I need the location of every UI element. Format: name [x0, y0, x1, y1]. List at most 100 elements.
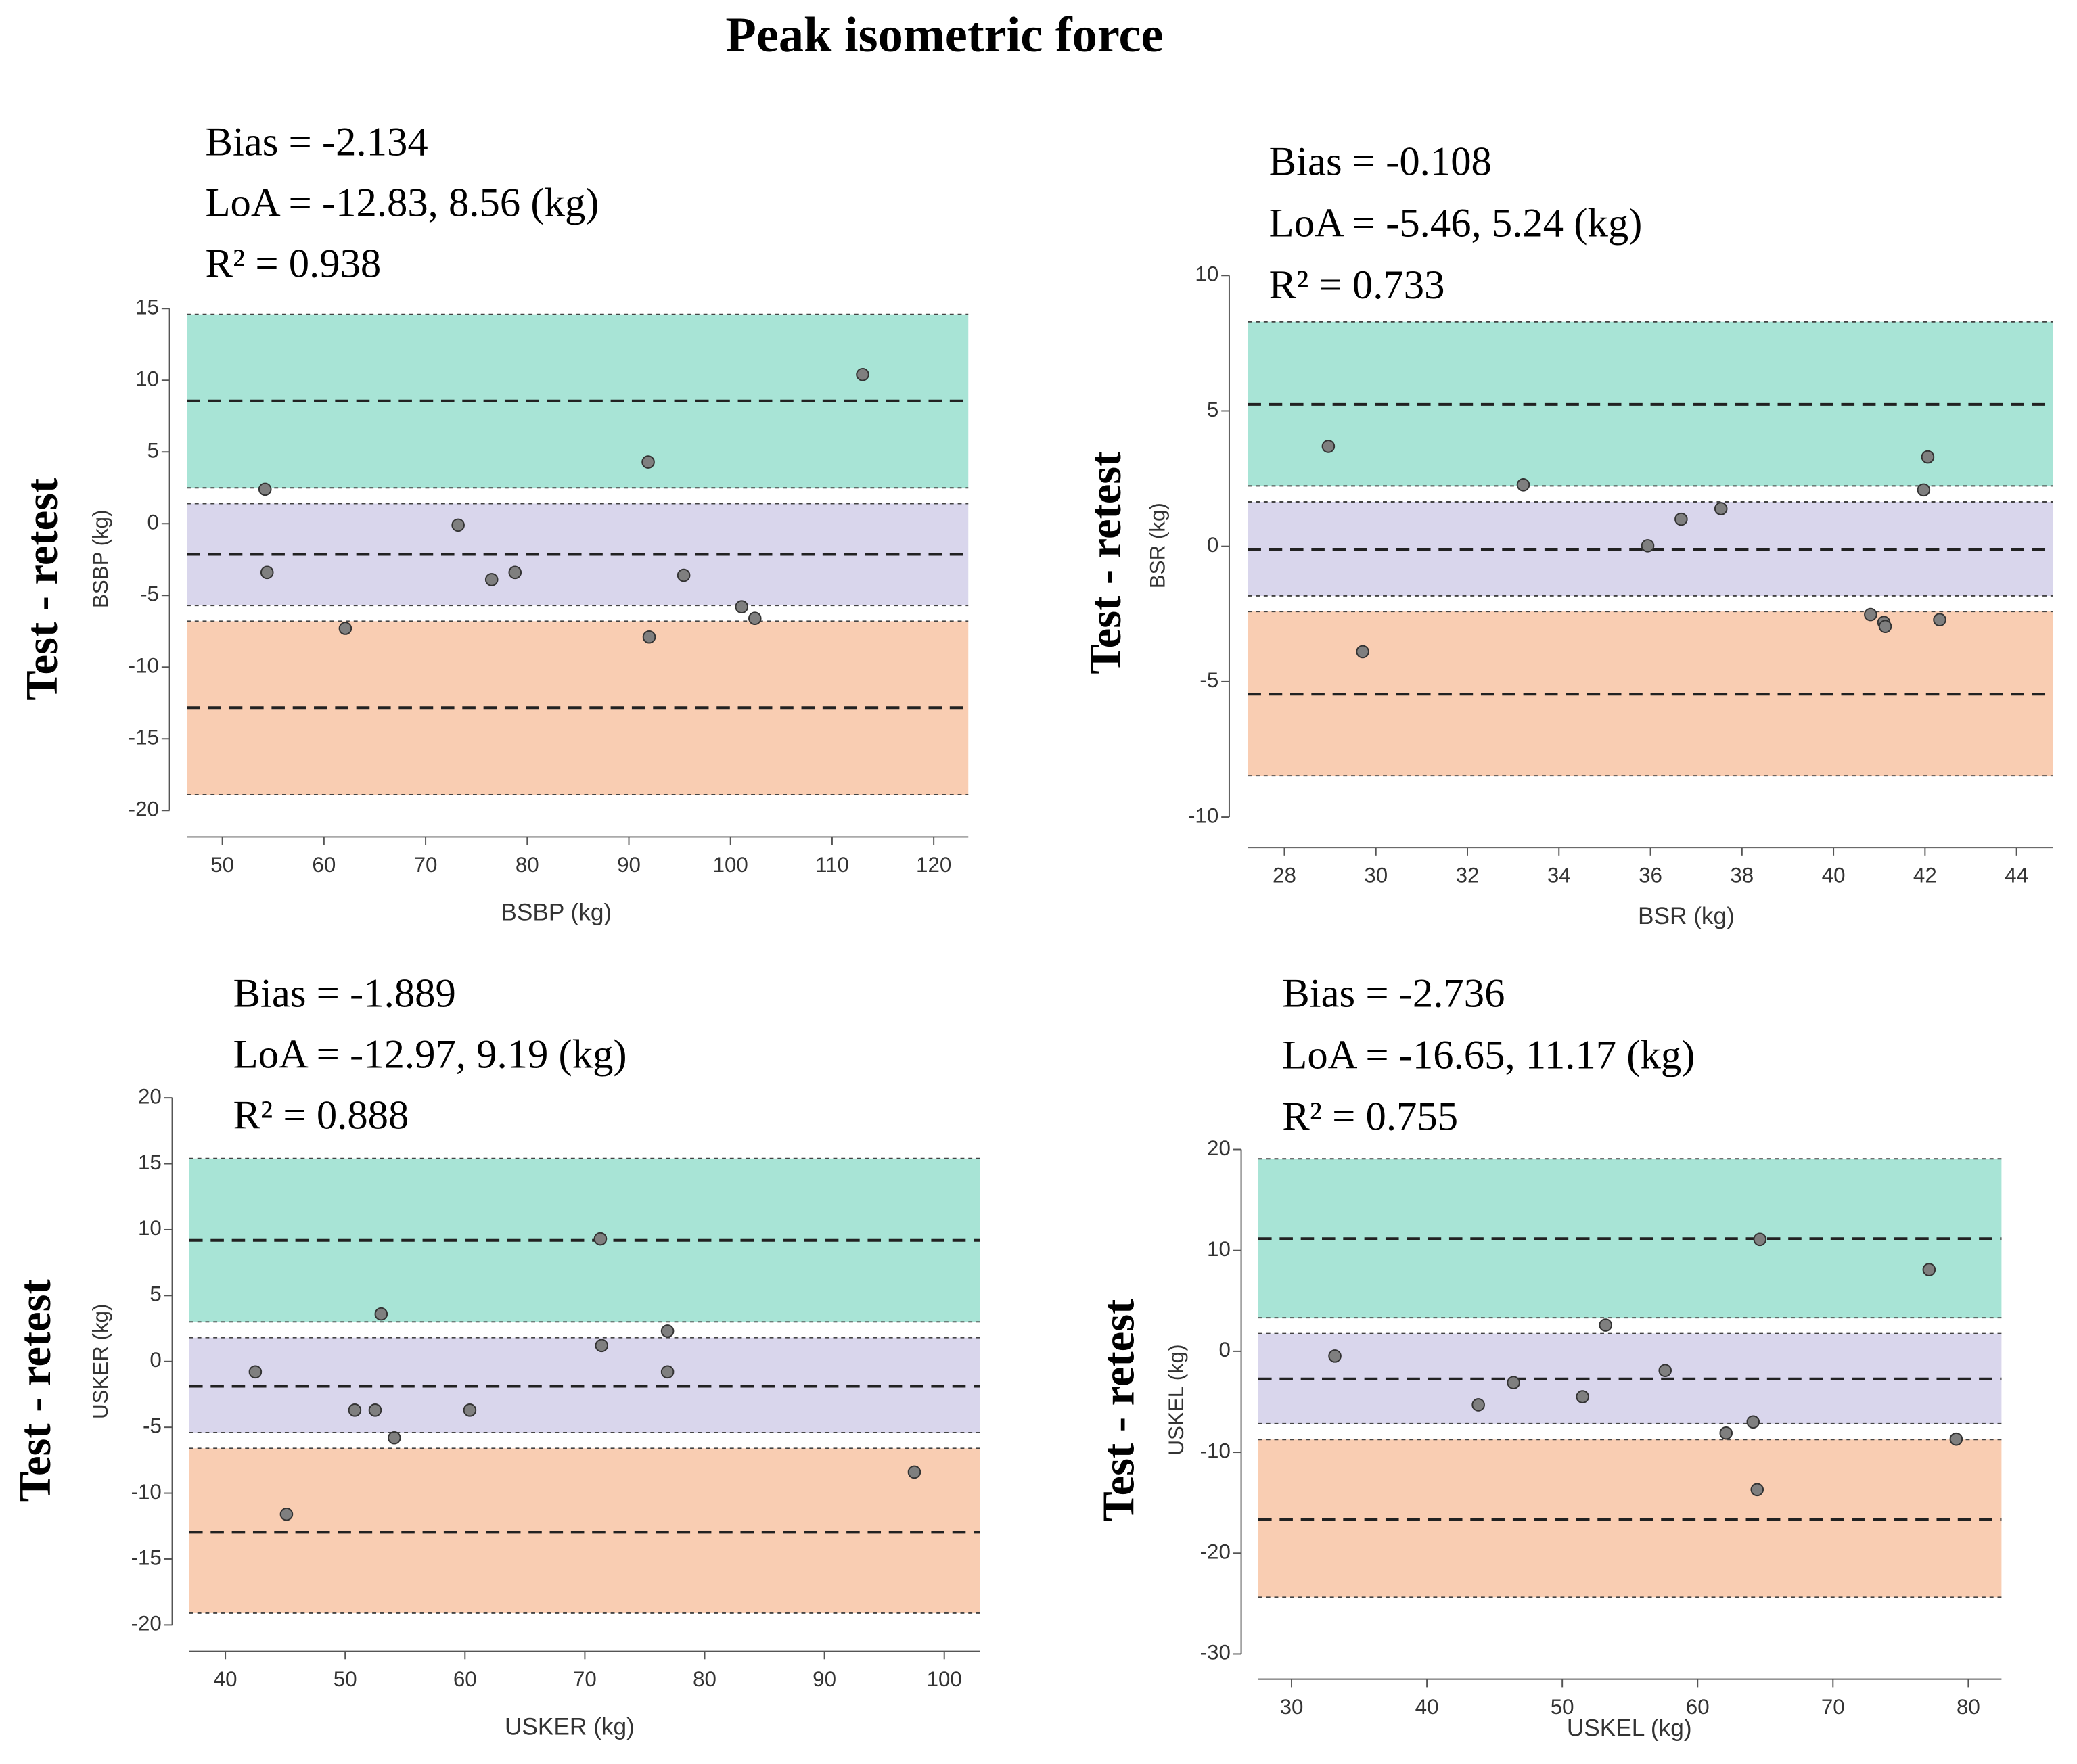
- x-tick-label: 80: [516, 853, 539, 877]
- point: [1753, 1232, 1767, 1247]
- annotation: R² = 0.888: [233, 1092, 409, 1138]
- point: [1641, 539, 1655, 553]
- point: [1746, 1415, 1760, 1429]
- x-tick-label: 50: [210, 853, 234, 877]
- y-tick-label: -5: [143, 1414, 162, 1437]
- x-tick-label: 90: [617, 853, 641, 877]
- y-tick-label: -10: [1200, 1439, 1231, 1462]
- x-tick-label: 100: [927, 1667, 962, 1691]
- x-tick-label: 40: [1415, 1695, 1439, 1719]
- point: [508, 565, 522, 580]
- point: [1933, 613, 1946, 626]
- x-tick-label: 100: [713, 853, 748, 877]
- y-label: BSR (kg): [1145, 503, 1169, 588]
- point: [642, 630, 656, 644]
- y-tick-label: -15: [131, 1546, 162, 1569]
- y-label-outer: Test - retest: [18, 478, 67, 701]
- point: [368, 1403, 382, 1417]
- x-tick-label: 50: [1551, 1695, 1574, 1719]
- x-tick-label: 70: [573, 1667, 597, 1691]
- point: [907, 1465, 921, 1479]
- point: [748, 611, 762, 625]
- x-tick-label: 70: [1821, 1695, 1845, 1719]
- point: [1878, 620, 1892, 633]
- x-tick-label: 60: [1686, 1695, 1710, 1719]
- point: [484, 573, 499, 586]
- point: [1328, 1349, 1342, 1363]
- x-tick-label: 40: [214, 1667, 237, 1691]
- point: [1674, 512, 1688, 526]
- point: [258, 482, 272, 496]
- y-tick-label: -10: [1188, 804, 1218, 827]
- annotation: R² = 0.733: [1269, 262, 1445, 308]
- y-label: USKEL (kg): [1164, 1344, 1188, 1455]
- x-tick-label: 80: [1957, 1695, 1980, 1719]
- point: [260, 565, 274, 580]
- point: [1864, 607, 1877, 622]
- point: [1471, 1398, 1485, 1412]
- y-tick-label: -10: [129, 654, 159, 678]
- y-tick-label: -20: [1200, 1540, 1231, 1564]
- point: [641, 455, 655, 469]
- point: [735, 600, 749, 614]
- point: [1750, 1483, 1764, 1497]
- y-tick-label: 0: [1218, 1338, 1230, 1362]
- point: [1658, 1364, 1672, 1378]
- y-label-outer: Test - retest: [11, 1279, 60, 1502]
- x-label: USKEL (kg): [1567, 1715, 1692, 1741]
- point: [660, 1324, 675, 1338]
- y-tick-label: 10: [135, 367, 159, 391]
- y-tick-label: 20: [1207, 1136, 1231, 1160]
- y-tick-label: 10: [1195, 262, 1218, 286]
- point: [660, 1365, 675, 1379]
- y-tick-label: 0: [150, 1348, 161, 1372]
- y-label-outer: Test - retest: [1081, 452, 1131, 674]
- y-tick-label: 0: [1207, 533, 1218, 557]
- annotation: Bias = -0.108: [1269, 139, 1492, 185]
- annotation: R² = 0.755: [1282, 1094, 1458, 1139]
- annotation: LoA = -16.65, 11.17 (kg): [1282, 1032, 1695, 1077]
- y-tick-label: -30: [1200, 1641, 1231, 1665]
- point: [856, 367, 869, 381]
- x-tick-label: 28: [1273, 863, 1296, 887]
- point: [595, 1339, 609, 1353]
- y-tick-label: 10: [1207, 1237, 1231, 1261]
- y-tick-label: -5: [1200, 668, 1218, 692]
- x-tick-label: 110: [815, 853, 849, 877]
- y-tick-label: -5: [140, 582, 159, 606]
- x-tick-label: 30: [1280, 1695, 1304, 1719]
- y-tick-label: 10: [138, 1216, 162, 1240]
- point: [1921, 450, 1935, 464]
- x-tick-label: 30: [1364, 863, 1388, 887]
- figure-title: Peak isometric force: [725, 7, 1163, 63]
- point: [1576, 1390, 1589, 1403]
- x-tick-label: 60: [312, 853, 336, 877]
- y-tick-label: -10: [131, 1480, 162, 1504]
- point: [348, 1403, 362, 1417]
- y-tick-label: 15: [138, 1151, 162, 1174]
- point: [388, 1431, 401, 1445]
- point: [1714, 502, 1728, 515]
- y-tick-label: -15: [129, 726, 159, 749]
- point: [279, 1507, 294, 1521]
- x-tick-label: 44: [2005, 863, 2028, 887]
- x-tick-label: 38: [1730, 863, 1754, 887]
- point: [593, 1232, 608, 1246]
- x-tick-label: 120: [916, 853, 951, 877]
- x-tick-label: 60: [453, 1667, 477, 1691]
- panel: 20 10 0 -10 -20 -30 30 40 50 60 70 80 Bias = -2.736 L…: [1095, 971, 2002, 1741]
- point: [451, 518, 465, 532]
- point: [1922, 1263, 1936, 1276]
- x-label: BSR (kg): [1638, 903, 1735, 929]
- y-tick-label: 20: [138, 1084, 162, 1108]
- point: [1507, 1376, 1520, 1389]
- point: [338, 622, 352, 635]
- x-tick-label: 40: [1822, 863, 1846, 887]
- y-tick-label: 15: [135, 296, 159, 319]
- y-label: BSBP (kg): [89, 509, 112, 608]
- x-tick-label: 32: [1456, 863, 1480, 887]
